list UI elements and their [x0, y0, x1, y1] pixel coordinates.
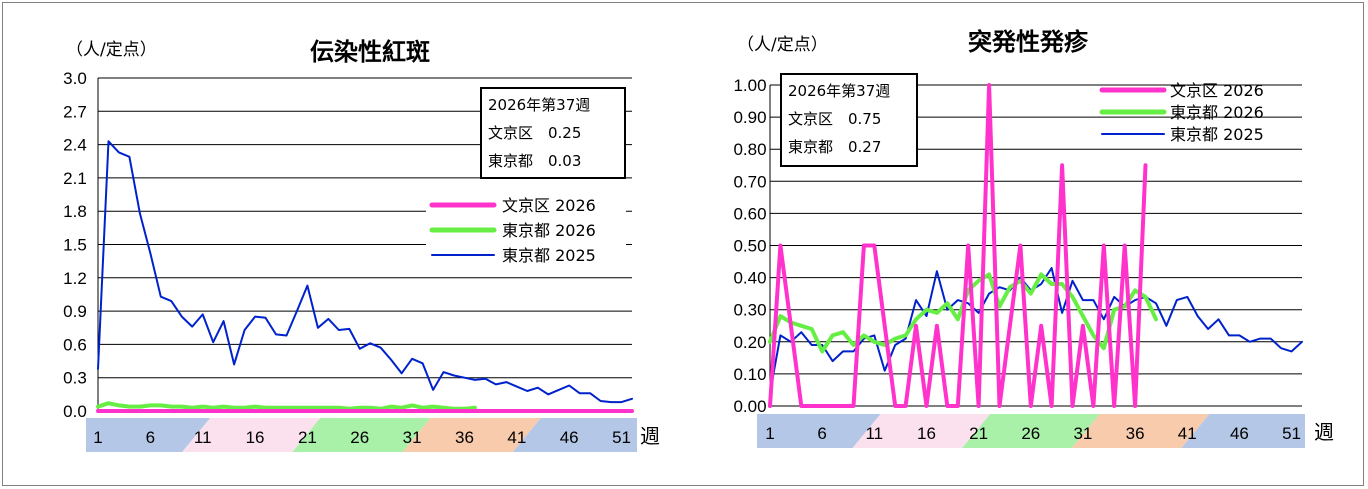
series-line-1 [768, 83, 1148, 408]
legend-label: 東京都 2025 [502, 246, 596, 265]
x-tick-label: 26 [1021, 424, 1040, 443]
y-tick-label: 0.90 [733, 108, 766, 127]
x-tick-label: 51 [612, 428, 631, 447]
y-tick-label: 0.50 [733, 237, 766, 256]
y-tick-label: 0.80 [733, 140, 766, 159]
x-tick-label: 11 [194, 428, 212, 447]
legend-label: 東京都 2026 [1170, 103, 1264, 122]
x-tick-label: 21 [969, 424, 988, 443]
x-tick-label: 51 [1282, 424, 1301, 443]
y-tick-label: 0.70 [733, 172, 766, 191]
legend: 文京区 2026 東京都 2026 東京都 2025 [426, 193, 626, 267]
series-line-2 [96, 401, 477, 411]
y-tick-label: 2.4 [63, 136, 87, 155]
chart-1: 伝染性紅斑 （人/定点） 0.0 0.3 0.6 0.9 1.2 1.5 1.8 2.1 2.4 2.… [63, 38, 660, 452]
x-tick-label: 46 [560, 428, 579, 447]
y-tick-label: 1.00 [733, 76, 766, 95]
week-band [1071, 414, 1210, 448]
chart-title: 伝染性紅斑 [310, 38, 430, 66]
x-tick-label: 41 [1178, 424, 1197, 443]
y-axis-unit: （人/定点） [737, 35, 828, 55]
x-tick-label: 16 [917, 424, 936, 443]
x-axis-label: 週 [1314, 420, 1334, 444]
chart-2: 突発性発疹 （人/定点） 0.00 0.10 0.20 0.30 0.40 0.50 0.60 0… [733, 28, 1334, 448]
x-tick-label: 16 [246, 428, 265, 447]
x-tick-label: 36 [455, 428, 474, 447]
info-box [780, 73, 918, 167]
y-tick-label: 0.60 [733, 204, 766, 223]
week-band [402, 418, 541, 452]
x-tick-label: 11 [865, 424, 883, 443]
week-band [852, 414, 991, 448]
week-band [962, 414, 1100, 448]
week-band [86, 418, 211, 452]
y-tick-label: 3.0 [63, 69, 87, 88]
y-tick-label: 0.3 [63, 369, 87, 388]
info-box-week: 2026年第37週 [488, 96, 590, 114]
y-axis-unit: （人/定点） [66, 40, 157, 60]
x-tick-label: 41 [507, 428, 526, 447]
x-tick-label: 21 [298, 428, 317, 447]
info-box-tokyo: 東京都 0.27 [788, 138, 881, 156]
y-tick-label: 0.00 [733, 397, 766, 416]
y-tick-label: 1.5 [63, 236, 87, 255]
y-tick-label: 1.2 [63, 269, 87, 288]
x-tick-label: 6 [817, 424, 826, 443]
x-tick-label: 1 [93, 428, 102, 447]
week-band [757, 414, 881, 448]
week-band [512, 418, 637, 452]
x-tick-label: 46 [1230, 424, 1249, 443]
y-tick-label: 1.8 [63, 202, 87, 221]
y-tick-label: 0.30 [733, 301, 766, 320]
x-tick-label: 26 [350, 428, 369, 447]
legend-label: 文京区 2026 [502, 196, 596, 215]
legend-label: 文京区 2026 [1170, 81, 1264, 100]
series-line-3 [97, 140, 633, 404]
x-axis-label: 週 [640, 424, 660, 448]
x-tick-label: 1 [765, 424, 774, 443]
x-tick-label: 31 [403, 428, 422, 447]
legend-label: 東京都 2026 [502, 221, 596, 240]
y-tick-label: 0.10 [733, 365, 766, 384]
info-box-week: 2026年第37週 [788, 82, 890, 100]
y-tick-label: 0.20 [733, 333, 766, 352]
info-box-bunkyo: 文京区 0.25 [488, 124, 581, 142]
info-box-tokyo: 東京都 0.03 [488, 152, 581, 170]
week-band [292, 418, 431, 452]
x-tick-label: 6 [146, 428, 155, 447]
week-band [1181, 414, 1305, 448]
y-tick-label: 0.0 [63, 402, 87, 421]
info-box [480, 87, 626, 179]
y-tick-label: 0.40 [733, 269, 766, 288]
y-tick-label: 2.1 [63, 169, 87, 188]
x-tick-label: 36 [1126, 424, 1145, 443]
y-tick-label: 0.6 [63, 335, 87, 354]
info-box-bunkyo: 文京区 0.75 [788, 110, 881, 128]
chart-title: 突発性発疹 [968, 28, 1089, 56]
week-band [182, 418, 321, 452]
legend-label: 東京都 2025 [1170, 125, 1264, 144]
legend: 文京区 2026 東京都 2026 東京都 2025 [1099, 81, 1264, 144]
y-tick-label: 0.9 [63, 302, 87, 321]
y-tick-label: 2.7 [63, 102, 87, 121]
x-tick-label: 31 [1073, 424, 1092, 443]
